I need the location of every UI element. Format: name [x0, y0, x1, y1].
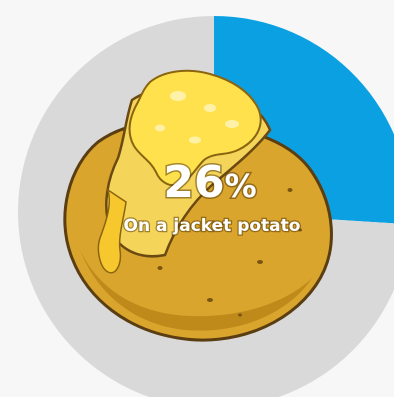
center-value-number: 26 — [163, 157, 224, 208]
potato-shade — [80, 250, 312, 331]
cheese-topping — [128, 69, 262, 187]
center-value-unit: % — [225, 167, 257, 205]
potato-specks — [108, 188, 302, 317]
cheese-drip — [97, 188, 127, 274]
center-caption-label: On a jacket potato — [124, 216, 301, 236]
jacket-potato-illustration — [63, 69, 333, 342]
cheese-bubbles — [155, 91, 239, 144]
center-value-label: 26% — [163, 157, 256, 208]
